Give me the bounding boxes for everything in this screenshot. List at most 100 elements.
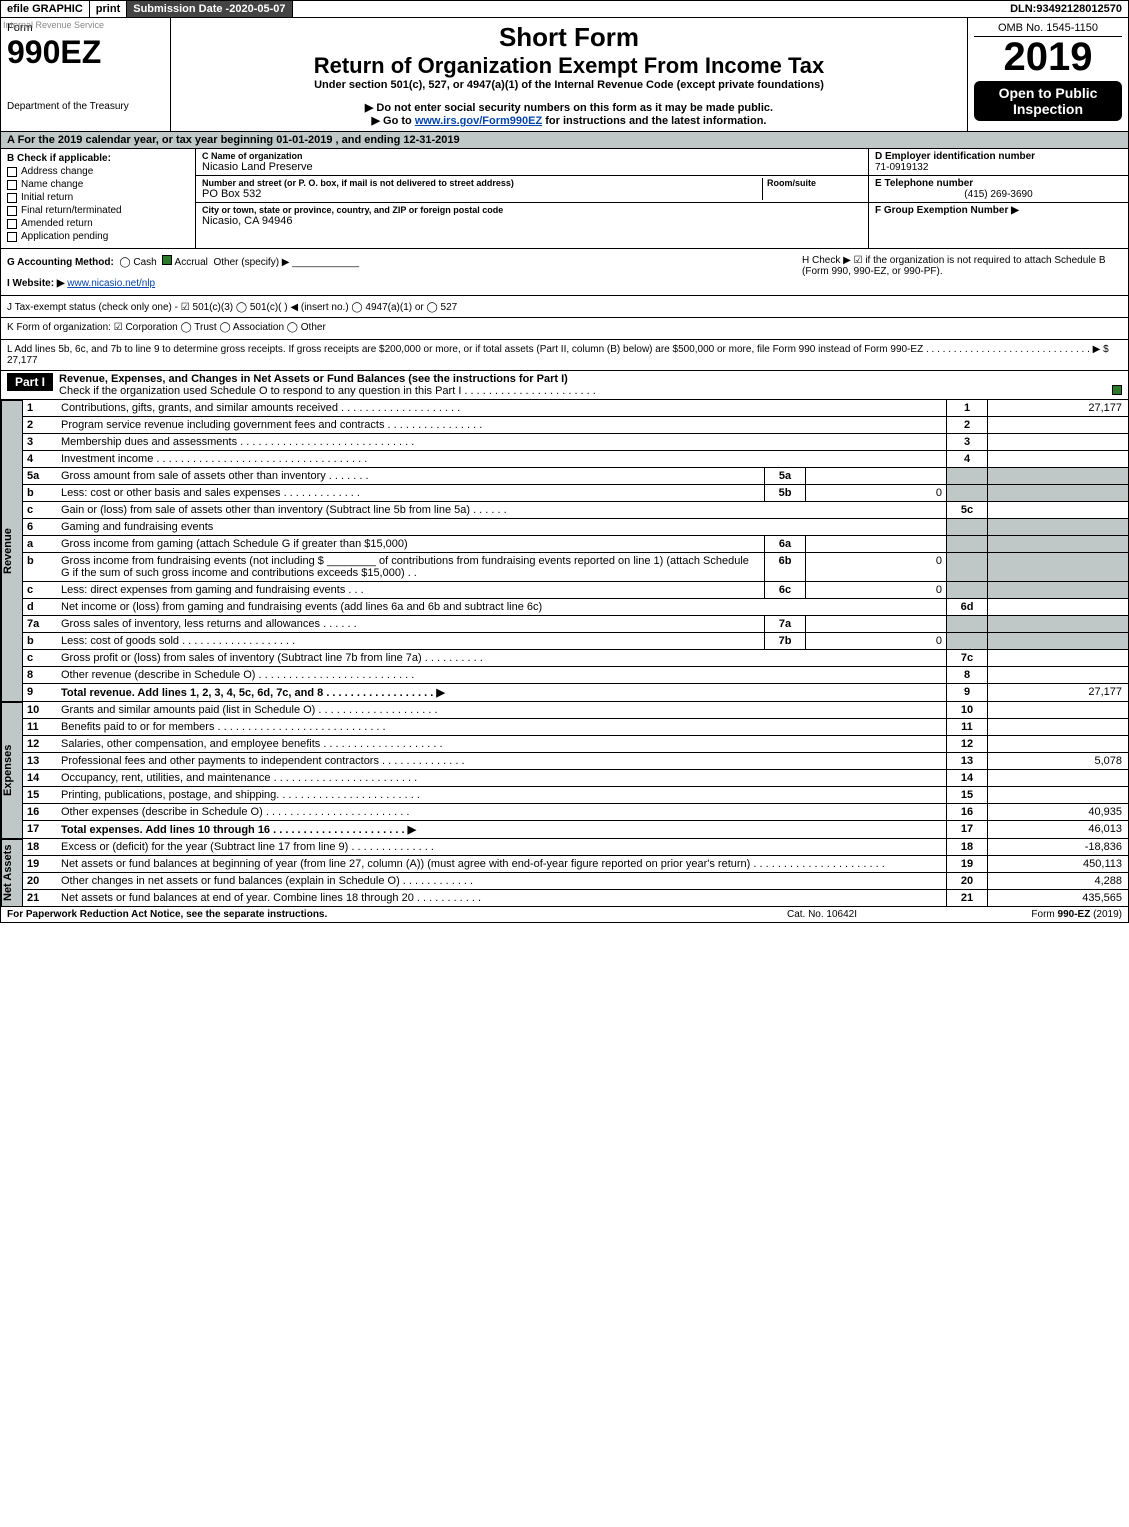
lrn: 11 [946, 719, 988, 735]
lrn [946, 582, 988, 598]
section-jk: J Tax-exempt status (check only one) - ☑… [0, 296, 1129, 340]
ln: 18 [23, 839, 57, 855]
ld: Gross income from fundraising events (no… [57, 553, 764, 581]
ln: 5a [23, 468, 57, 484]
lrn: 20 [946, 873, 988, 889]
form-ref-b: 990-EZ [1058, 909, 1091, 920]
ld: Gain or (loss) from sale of assets other… [57, 502, 946, 518]
chk-address-change[interactable]: Address change [7, 166, 189, 177]
ln: a [23, 536, 57, 552]
ld: Contributions, gifts, grants, and simila… [57, 400, 946, 416]
section-gh: G Accounting Method: ◯ Cash Accrual Othe… [0, 249, 1129, 296]
lrv [988, 536, 1128, 552]
ld: Gaming and fundraising events [57, 519, 946, 535]
addr-value: PO Box 532 [202, 188, 762, 200]
lrn: 19 [946, 856, 988, 872]
lrn: 10 [946, 702, 988, 718]
lrv [988, 633, 1128, 649]
irs-ghost-text: Internal Revenue Service [3, 20, 104, 30]
lrn: 15 [946, 787, 988, 803]
box-b: B Check if applicable: Address change Na… [1, 149, 196, 248]
phone-label: E Telephone number [875, 178, 1122, 189]
org-name-value: Nicasio Land Preserve [202, 161, 862, 173]
lsv [806, 616, 946, 632]
lrv [988, 502, 1128, 518]
chk-name-change[interactable]: Name change [7, 179, 189, 190]
warning-1: ▶ Do not enter social security numbers o… [177, 101, 961, 114]
lrn: 9 [946, 684, 988, 701]
ld: Net income or (loss) from gaming and fun… [57, 599, 946, 615]
checkmark-icon [162, 255, 172, 265]
checkbox-icon [7, 219, 17, 229]
lrn [946, 536, 988, 552]
header-center: Short Form Return of Organization Exempt… [171, 18, 968, 131]
ld: Benefits paid to or for members . . . . … [57, 719, 946, 735]
cash-option[interactable]: Cash [133, 257, 156, 268]
part1-check-text: Check if the organization used Schedule … [59, 385, 596, 397]
lrn: 1 [946, 400, 988, 416]
ln: 8 [23, 667, 57, 683]
ein-label: D Employer identification number [875, 151, 1122, 162]
lrv [988, 434, 1128, 450]
chk-application-pending[interactable]: Application pending [7, 231, 189, 242]
chk-initial-return[interactable]: Initial return [7, 192, 189, 203]
chk-label: Name change [21, 179, 83, 190]
revenue-section: Revenue 1Contributions, gifts, grants, a… [0, 400, 1129, 702]
expenses-section: Expenses 10Grants and similar amounts pa… [0, 702, 1129, 839]
lsn: 7a [764, 616, 806, 632]
ld: Membership dues and assessments . . . . … [57, 434, 946, 450]
chk-label: Amended return [21, 218, 93, 229]
lrv [988, 719, 1128, 735]
lrv [988, 770, 1128, 786]
checkbox-icon [7, 193, 17, 203]
group-exemption-label: F Group Exemption Number ▶ [875, 205, 1122, 216]
warning-2: ▶ Go to www.irs.gov/Form990EZ for instru… [177, 114, 961, 127]
instructions-link[interactable]: www.irs.gov/Form990EZ [415, 115, 542, 127]
lrn: 21 [946, 890, 988, 906]
accrual-option[interactable]: Accrual [175, 257, 208, 268]
ln: b [23, 553, 57, 581]
lrv: 5,078 [988, 753, 1128, 769]
website-link[interactable]: www.nicasio.net/nlp [67, 278, 155, 289]
lrv [988, 468, 1128, 484]
ld: Salaries, other compensation, and employ… [57, 736, 946, 752]
ln: 19 [23, 856, 57, 872]
room-label: Room/suite [767, 178, 862, 188]
tax-year: 2019 [974, 37, 1122, 77]
ln: 13 [23, 753, 57, 769]
ld: Investment income . . . . . . . . . . . … [57, 451, 946, 467]
net-assets-section: Net Assets 18Excess or (deficit) for the… [0, 839, 1129, 907]
ld: Net assets or fund balances at end of ye… [57, 890, 946, 906]
form-ref-a: Form [1031, 909, 1057, 920]
lsn: 5b [764, 485, 806, 501]
lrn [946, 485, 988, 501]
ln: b [23, 485, 57, 501]
lrv [988, 553, 1128, 581]
ln: 1 [23, 400, 57, 416]
ln: 20 [23, 873, 57, 889]
ln: 2 [23, 417, 57, 433]
catalog-number: Cat. No. 10642I [722, 909, 922, 920]
lsv: 0 [806, 582, 946, 598]
chk-amended-return[interactable]: Amended return [7, 218, 189, 229]
form-number: 990EZ [7, 34, 164, 71]
lrv: 27,177 [988, 400, 1128, 416]
chk-final-return[interactable]: Final return/terminated [7, 205, 189, 216]
lrn [946, 553, 988, 581]
lsn: 7b [764, 633, 806, 649]
checkbox-icon [7, 180, 17, 190]
header-left: Internal Revenue Service Form 990EZ Depa… [1, 18, 171, 131]
phone-value: (415) 269-3690 [875, 189, 1122, 200]
box-c: C Name of organization Nicasio Land Pres… [196, 149, 868, 248]
lrn: 17 [946, 821, 988, 838]
ld: Gross income from gaming (attach Schedul… [57, 536, 764, 552]
lrn: 7c [946, 650, 988, 666]
print-button[interactable]: print [90, 1, 127, 17]
other-option[interactable]: Other (specify) ▶ [213, 257, 289, 268]
topbar-spacer [293, 1, 1005, 17]
ln: 3 [23, 434, 57, 450]
lrn [946, 519, 988, 535]
ld: Grants and similar amounts paid (list in… [57, 702, 946, 718]
ld: Occupancy, rent, utilities, and maintena… [57, 770, 946, 786]
ln: b [23, 633, 57, 649]
